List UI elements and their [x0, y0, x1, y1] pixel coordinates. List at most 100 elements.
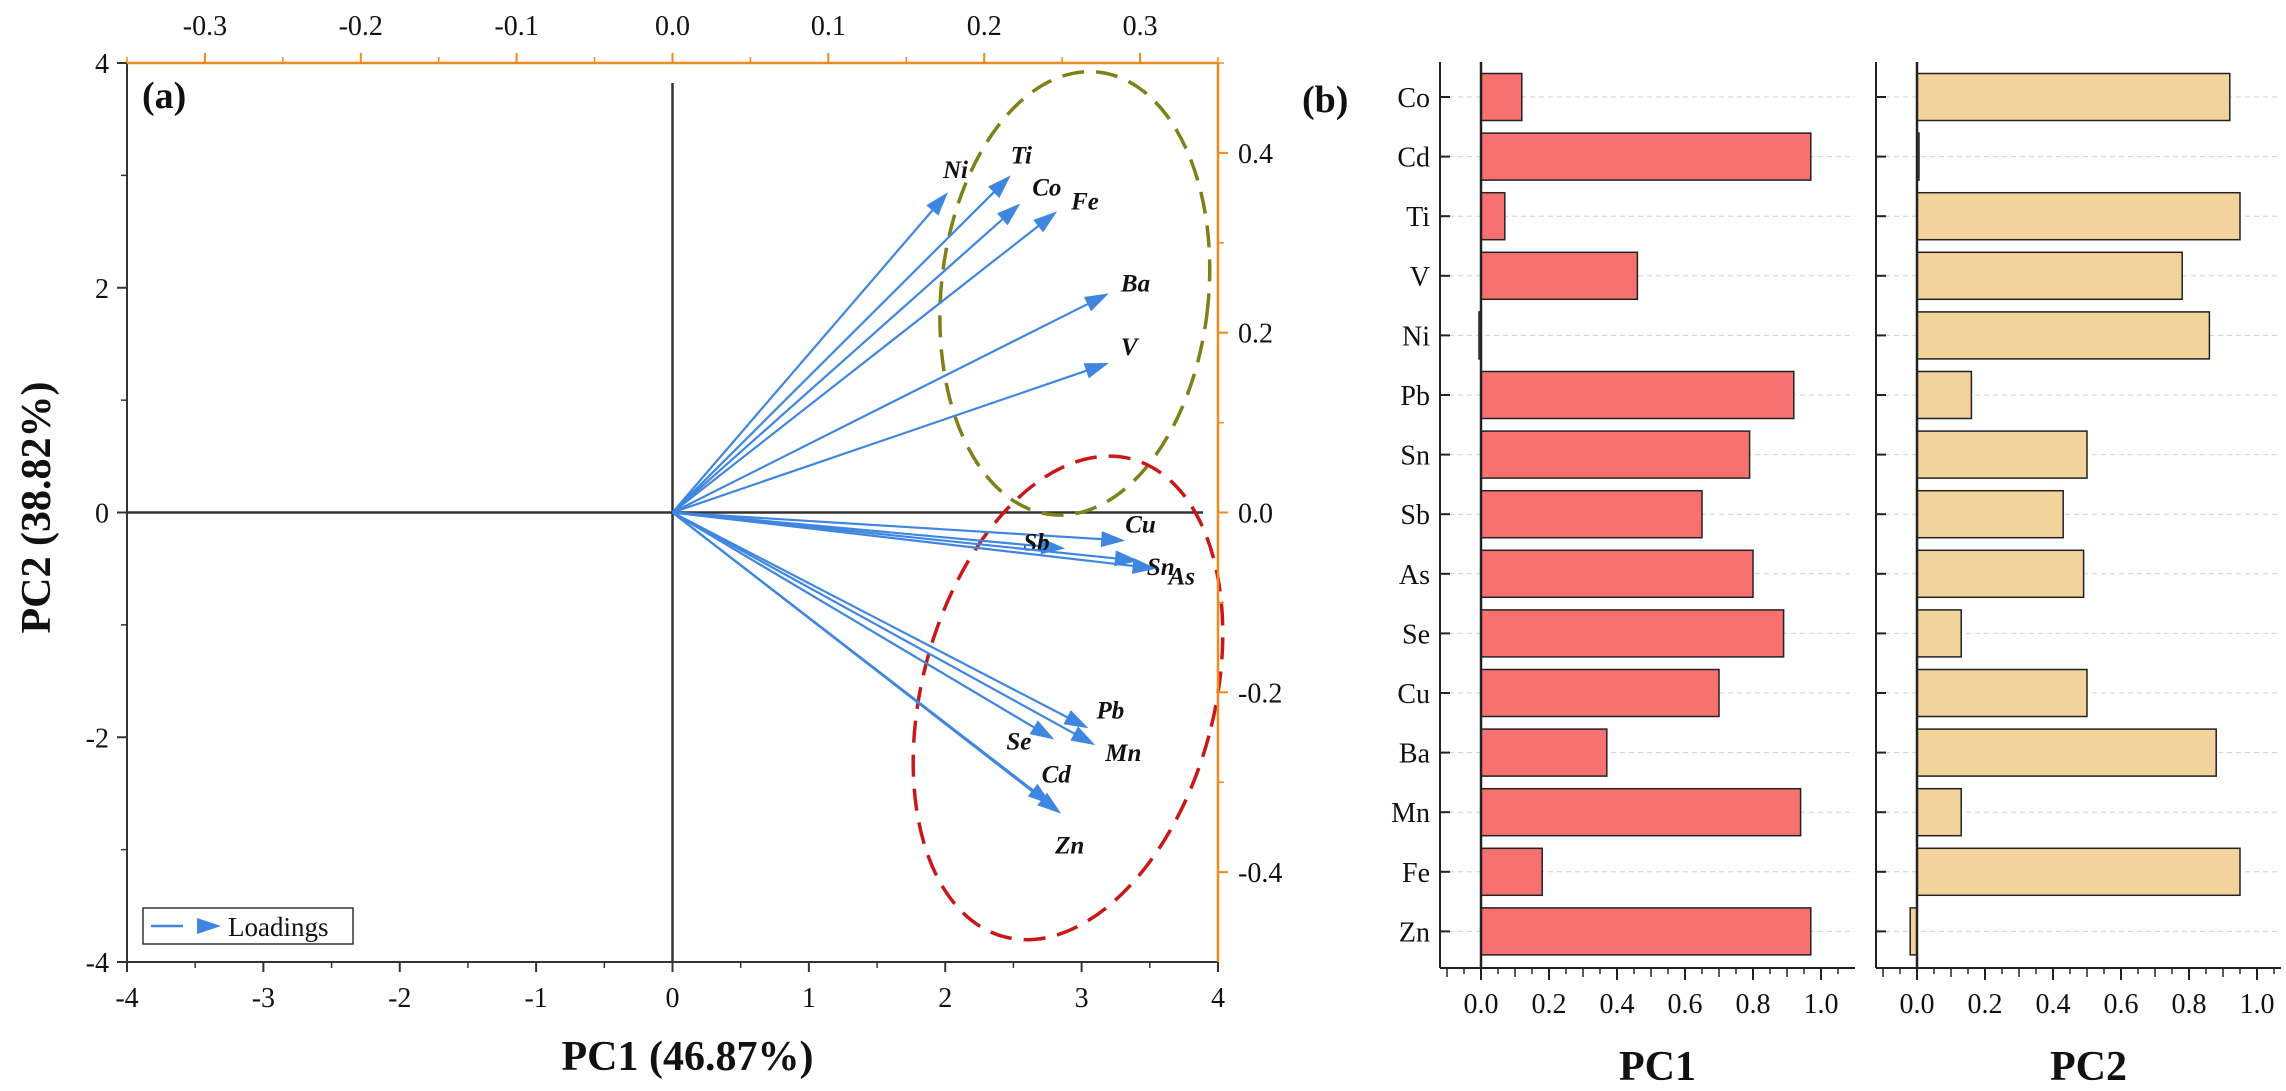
category-label-ba: Ba	[1399, 739, 1431, 770]
vector-label-mn: Mn	[1104, 740, 1141, 767]
vector-label-se: Se	[1006, 728, 1031, 755]
bar-pc1-sn	[1481, 431, 1750, 478]
vector-label-sb: Sb	[1023, 529, 1049, 556]
bar-pc2-mn	[1917, 789, 1961, 836]
bar-x-tick-label: 0.0	[1464, 989, 1499, 1020]
legend-label: Loadings	[228, 912, 329, 942]
category-label-zn: Zn	[1399, 917, 1430, 948]
bar-pc2-fe	[1917, 848, 2240, 895]
arrowhead-mn	[1070, 727, 1095, 746]
bar-x-title-pc2: PC2	[2050, 1044, 2127, 1090]
bar-pc2-cu	[1917, 670, 2087, 717]
right-tick-label: 0.4	[1238, 139, 1273, 170]
vector-label-zn: Zn	[1054, 833, 1084, 860]
bar-pc2-sb	[1917, 491, 2063, 538]
vector-label-ti: Ti	[1011, 142, 1032, 169]
category-label-se: Se	[1402, 619, 1430, 650]
bar-x-tick-label: 0.8	[2172, 989, 2207, 1020]
legend: Loadings	[143, 908, 353, 944]
vector-label-cd: Cd	[1042, 762, 1072, 789]
vector-label-fe: Fe	[1070, 188, 1099, 215]
y-tick-label: 2	[95, 274, 109, 305]
bar-pc1-cu	[1481, 670, 1719, 717]
bar-pc1-mn	[1481, 789, 1801, 836]
bar-pc1-v	[1481, 252, 1637, 299]
loading-arrow-ba	[673, 301, 1095, 513]
arrowhead-ba	[1084, 293, 1109, 311]
loading-arrow-zn	[673, 513, 1049, 804]
bar-x-tick-label: 0.4	[2036, 989, 2071, 1020]
loading-arrow-ti	[673, 187, 1000, 513]
biplot-y-label: PC2 (38.82%)	[14, 382, 60, 634]
right-tick-label: 0.0	[1238, 499, 1273, 530]
category-label-v: V	[1410, 262, 1430, 293]
loading-arrow-co	[673, 214, 1009, 512]
bar-pc2-sn	[1917, 431, 2087, 478]
vector-label-co: Co	[1032, 174, 1061, 201]
category-label-pb: Pb	[1400, 381, 1430, 412]
category-label-sb: Sb	[1400, 500, 1430, 531]
x-tick-label: 0	[666, 983, 680, 1014]
top-tick-label: 0.1	[811, 11, 846, 42]
loading-arrow-mn	[673, 513, 1082, 738]
bar-chart-pc2: 0.0 0.2 0.4 0.6 0.8 1.0 PC2	[1876, 62, 2281, 1090]
category-label-ti: Ti	[1406, 202, 1430, 233]
bar-x-title-pc1: PC1	[1619, 1044, 1696, 1090]
bar-pc2-as	[1917, 550, 2084, 597]
x-tick-label: 3	[1075, 983, 1089, 1014]
vector-label-ni: Ni	[942, 157, 968, 184]
bar-pc1-co	[1481, 74, 1522, 121]
x-tick-label: -3	[252, 983, 275, 1014]
bar-x-tick-label: 0.6	[1668, 989, 1703, 1020]
y-tick-label: -4	[86, 948, 109, 979]
vector-label-ba: Ba	[1120, 270, 1150, 297]
category-label-cu: Cu	[1397, 679, 1430, 710]
top-tick-label: 0.0	[655, 11, 690, 42]
bar-pc1-sb	[1481, 491, 1702, 538]
arrowhead-fe	[1033, 211, 1057, 232]
top-tick-label: -0.1	[494, 11, 538, 42]
y-tick-label: -2	[86, 723, 109, 754]
bar-pc2-ti	[1917, 193, 2240, 240]
bar-pc1-pb	[1481, 372, 1794, 419]
panel-label-a: (a)	[142, 75, 186, 117]
bar-x-tick-label: 1.0	[1804, 989, 1839, 1020]
y-tick-label: 4	[95, 49, 109, 80]
category-label-ni: Ni	[1402, 321, 1430, 352]
category-label-mn: Mn	[1391, 798, 1430, 829]
x-tick-label: -1	[524, 983, 547, 1014]
panel-label-b: (b)	[1302, 79, 1348, 121]
bar-pc1-as	[1481, 550, 1753, 597]
bar-chart-pc1: CoCdTiVNiPbSnSbAsSeCuBaMnFeZn0.0 0.2 0.4 0.…	[1391, 62, 1855, 1090]
category-label-cd: Cd	[1397, 143, 1430, 174]
bar-pc1-fe	[1481, 848, 1542, 895]
bar-x-tick-label: 0.2	[1968, 989, 2003, 1020]
top-tick-label: -0.3	[183, 11, 227, 42]
bar-x-tick-label: 0.8	[1736, 989, 1771, 1020]
x-tick-label: 2	[938, 983, 952, 1014]
x-tick-label: 1	[802, 983, 816, 1014]
bar-pc2-ni	[1917, 312, 2209, 359]
right-tick-label: -0.4	[1238, 858, 1282, 889]
bar-pc2-se	[1917, 610, 1961, 657]
right-tick-label: -0.2	[1238, 678, 1282, 709]
bar-pc1-ba	[1481, 729, 1607, 776]
ellipse-upper	[919, 58, 1231, 529]
ellipse-lower	[863, 421, 1273, 974]
x-tick-label: -4	[115, 983, 138, 1014]
bar-pc1-zn	[1481, 908, 1811, 955]
right-tick-label: 0.2	[1238, 319, 1273, 350]
vector-label-v: V	[1121, 334, 1140, 361]
bar-x-tick-label: 1.0	[2240, 989, 2275, 1020]
biplot-x-label: PC1 (46.87%)	[562, 1034, 814, 1080]
category-label-as: As	[1399, 560, 1430, 591]
bar-pc1-ti	[1481, 193, 1505, 240]
figure: NiTiCoFeBaVCuSbSnAsPbMnSeCdZn -4 -3 -2 -1 0 1…	[0, 0, 2286, 1091]
category-label-co: Co	[1397, 83, 1430, 114]
bar-pc2-co	[1917, 74, 2230, 121]
bar-pc1-se	[1481, 610, 1784, 657]
category-label-fe: Fe	[1402, 858, 1430, 889]
loading-vectors: NiTiCoFeBaVCuSbSnAsPbMnSeCdZn	[673, 142, 1196, 859]
top-tick-label: 0.2	[967, 11, 1002, 42]
vector-label-pb: Pb	[1095, 697, 1124, 724]
